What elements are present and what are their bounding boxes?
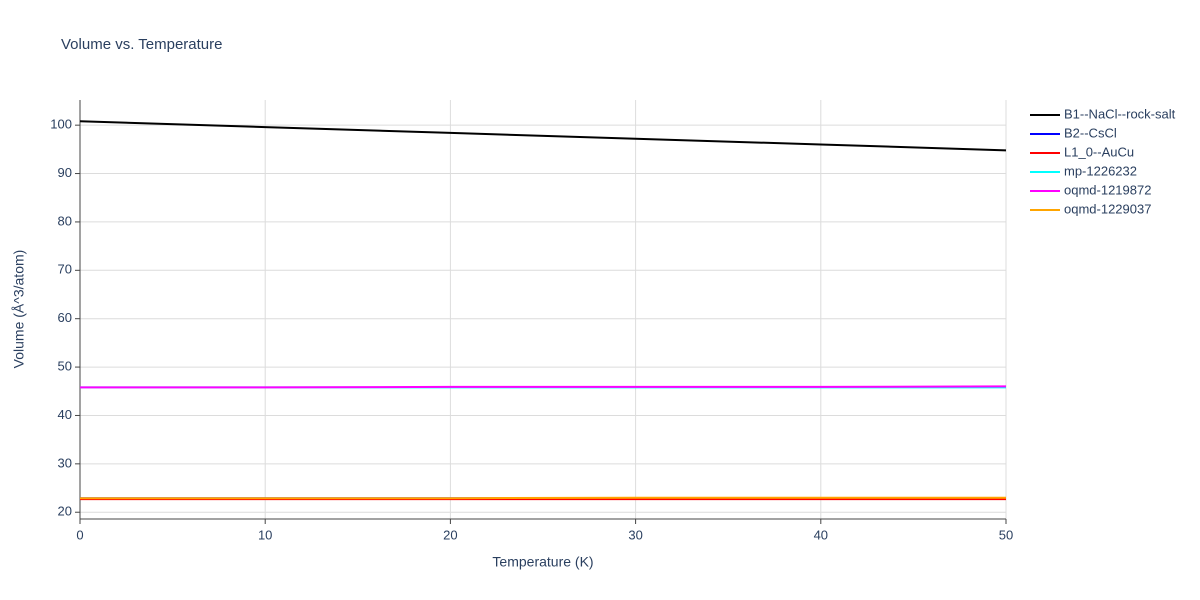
- y-tick-label: 60: [58, 310, 72, 325]
- legend-label: oqmd-1229037: [1064, 201, 1151, 216]
- y-tick-label: 20: [58, 504, 72, 519]
- y-tick-label: 30: [58, 455, 72, 470]
- y-axis-title: Volume (Å^3/atom): [11, 250, 27, 369]
- chart-title: Volume vs. Temperature: [61, 36, 222, 53]
- legend-label: B1--NaCl--rock-salt: [1064, 106, 1176, 121]
- series-line: [79, 120, 1007, 152]
- x-tick-label: 50: [999, 527, 1013, 542]
- y-tick-label: 90: [58, 165, 72, 180]
- x-tick-label: 20: [443, 527, 457, 542]
- series-line: [80, 385, 1007, 389]
- y-tick-label: 80: [58, 213, 72, 228]
- y-tick-label: 50: [58, 359, 72, 374]
- legend-label: mp-1226232: [1064, 163, 1137, 178]
- x-tick-label: 10: [258, 527, 272, 542]
- y-tick-label: 70: [58, 262, 72, 277]
- y-tick-label: 100: [50, 117, 72, 132]
- legend-label: B2--CsCl: [1064, 125, 1117, 140]
- x-tick-label: 0: [76, 527, 83, 542]
- x-tick-label: 30: [628, 527, 642, 542]
- legend-label: L1_0--AuCu: [1064, 144, 1134, 159]
- x-tick-label: 40: [814, 527, 828, 542]
- y-tick-label: 40: [58, 407, 72, 422]
- legend-label: oqmd-1219872: [1064, 182, 1151, 197]
- x-axis-title: Temperature (K): [492, 554, 593, 570]
